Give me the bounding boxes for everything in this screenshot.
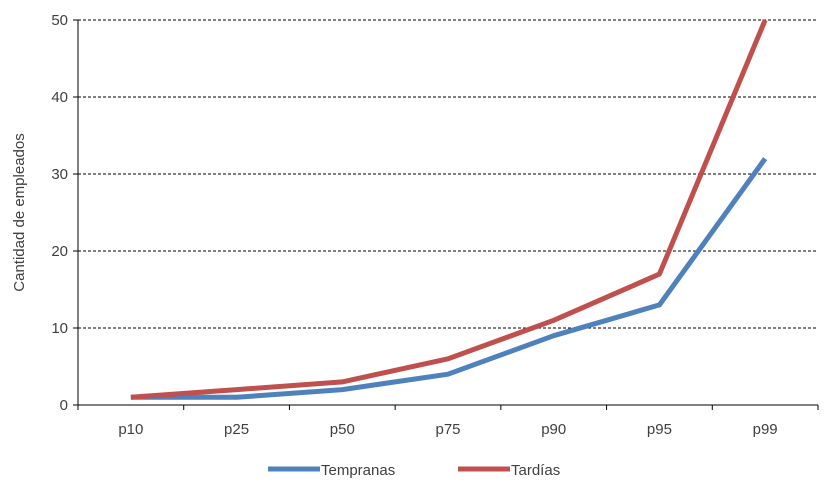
- y-tick-label: 30: [51, 166, 68, 183]
- x-tick-label: p10: [118, 421, 143, 438]
- y-tick-label: 50: [51, 12, 68, 29]
- x-tick-label: p50: [330, 421, 355, 438]
- x-tick-label: p75: [435, 421, 460, 438]
- legend-label-2: Tardías: [511, 462, 560, 479]
- x-tick-label: p99: [753, 421, 778, 438]
- y-tick-label: 20: [51, 243, 68, 260]
- y-axis-title: Cantidad de empleados: [11, 133, 28, 291]
- x-tick-label: p95: [647, 421, 672, 438]
- x-tick-label: p25: [224, 421, 249, 438]
- legend: Tempranas Tardías: [268, 462, 560, 479]
- y-tick-label: 0: [60, 397, 68, 414]
- x-tick-label: p90: [541, 421, 566, 438]
- gridlines: [78, 19, 818, 329]
- y-tick-labels: 0 10 20 30 40 50: [51, 12, 78, 414]
- series-line-1: [130, 157, 768, 400]
- legend-label-1: Tempranas: [321, 462, 395, 479]
- axes: [77, 20, 818, 406]
- y-tick-label: 40: [51, 89, 68, 106]
- x-tick-labels: p10 p25 p50 p75 p90 p95 p99: [77, 405, 819, 438]
- series-line-2: [130, 19, 768, 400]
- y-tick-label: 10: [51, 320, 68, 337]
- series-lines: [130, 19, 768, 400]
